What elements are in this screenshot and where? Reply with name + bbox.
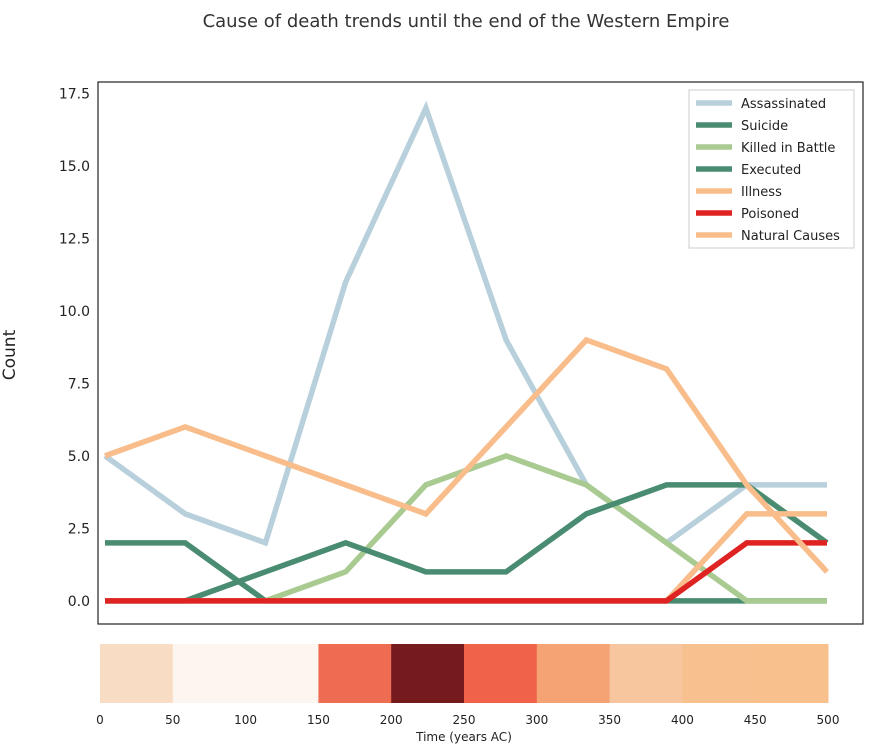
y-tick-label: 12.5 bbox=[59, 232, 90, 248]
legend-label: Natural Causes bbox=[741, 229, 840, 244]
timeline-strip: 0 50 100 150 200 250 300 350 400 450 500 bbox=[96, 644, 839, 727]
legend-label: Illness bbox=[741, 185, 782, 200]
y-tick-label: 2.5 bbox=[68, 521, 90, 537]
series-line bbox=[104, 336, 830, 574]
timeline-tick-label: 50 bbox=[165, 713, 180, 727]
timeline-tick-label: 400 bbox=[671, 713, 694, 727]
timeline-band bbox=[464, 644, 538, 703]
chart-title: Cause of death trends until the end of t… bbox=[203, 11, 730, 32]
timeline-band bbox=[391, 644, 465, 703]
timeline-band bbox=[536, 644, 611, 703]
timeline-band bbox=[318, 644, 392, 703]
timeline-axis-label: Time (years AC) bbox=[415, 730, 512, 744]
legend: Assassinated Suicide Killed in Battle Execu… bbox=[688, 89, 855, 249]
series-lines bbox=[103, 100, 830, 604]
y-tick-label: 10.0 bbox=[59, 304, 90, 320]
y-tick-label: 7.5 bbox=[68, 376, 90, 392]
timeline-tick-label: 500 bbox=[817, 713, 840, 727]
y-axis-ticks: 0.0 2.5 5.0 7.5 10.0 12.5 15.0 17.5 bbox=[59, 87, 90, 610]
timeline-band bbox=[755, 644, 829, 703]
y-tick-label: 0.0 bbox=[68, 594, 90, 610]
series-line bbox=[105, 540, 827, 604]
timeline-band bbox=[609, 644, 683, 703]
legend-label: Executed bbox=[741, 163, 801, 178]
timeline-tick-label: 250 bbox=[453, 713, 476, 727]
legend-label: Killed in Battle bbox=[741, 141, 835, 156]
series-line bbox=[103, 100, 827, 547]
y-tick-label: 15.0 bbox=[59, 159, 90, 175]
y-tick-label: 17.5 bbox=[59, 87, 90, 103]
timeline-band bbox=[100, 644, 174, 703]
timeline-tick-label: 450 bbox=[744, 713, 767, 727]
timeline-tick-label: 0 bbox=[96, 713, 104, 727]
timeline-tick-label: 200 bbox=[380, 713, 403, 727]
timeline-tick-label: 300 bbox=[525, 713, 548, 727]
timeline-band bbox=[172, 644, 319, 703]
y-tick-label: 5.0 bbox=[68, 449, 90, 465]
timeline-tick-label: 150 bbox=[307, 713, 330, 727]
timeline-tick-label: 100 bbox=[234, 713, 257, 727]
series-line bbox=[105, 482, 829, 604]
legend-label: Poisoned bbox=[741, 207, 799, 222]
y-axis-label: Count bbox=[0, 329, 20, 380]
legend-label: Suicide bbox=[741, 119, 788, 134]
legend-label: Assassinated bbox=[741, 97, 826, 112]
timeline-tick-label: 350 bbox=[598, 713, 621, 727]
timeline-band bbox=[682, 644, 756, 703]
